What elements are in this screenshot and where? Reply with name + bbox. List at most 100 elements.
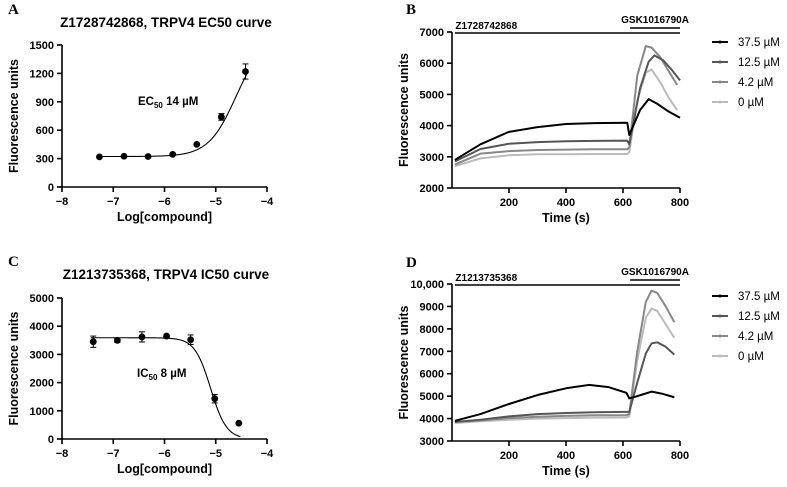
x-tick-label: 800 — [671, 450, 689, 462]
legend-marker — [718, 80, 722, 84]
x-tick-label: −5 — [209, 448, 222, 460]
fit-curve — [96, 73, 248, 158]
legend-label: 0 µM — [738, 97, 764, 109]
x-tick-label: 200 — [500, 197, 518, 209]
y-tick-label: 600 — [36, 125, 54, 137]
series-line — [454, 54, 681, 163]
y-axis-label: Fluorescence units — [7, 59, 21, 173]
x-axis-label: Time (s) — [542, 211, 590, 225]
x-tick-label: 800 — [671, 197, 689, 209]
potency-annotation: IC50 8 µM — [137, 368, 186, 382]
data-point — [163, 332, 170, 340]
x-tick-label: −7 — [107, 196, 120, 208]
y-tick-label: 5000 — [420, 391, 444, 403]
x-tick-label: −6 — [158, 196, 171, 208]
y-tick-label: 4000 — [420, 121, 444, 133]
legend-marker — [718, 60, 722, 64]
x-axis-label: Log[compound] — [117, 210, 212, 224]
panel-letter: D — [406, 255, 417, 271]
data-point — [169, 150, 177, 158]
y-tick-label: 900 — [36, 97, 54, 109]
x-tick-label: −4 — [261, 448, 274, 460]
x-tick-label: −5 — [209, 196, 222, 208]
data-point — [217, 113, 225, 121]
data-point — [89, 338, 97, 346]
y-tick-label: 4000 — [420, 414, 444, 426]
legend-label: 4.2 µM — [738, 77, 773, 89]
data-point — [113, 336, 121, 344]
data-point — [120, 152, 128, 160]
chart-title: Z1213735368, TRPV4 IC50 curve — [63, 267, 270, 282]
data-point — [144, 153, 152, 160]
legend-marker — [718, 40, 722, 44]
data-point — [96, 153, 103, 161]
panel-letter: B — [406, 2, 416, 18]
x-axis-label: Log[compound] — [117, 462, 212, 476]
panel-A: A Z1728742868, TRPV4 EC50 curve 0 300 600 900… — [7, 2, 274, 224]
y-tick-label: 3000 — [420, 436, 444, 448]
data-point — [242, 68, 249, 75]
series-line — [454, 45, 679, 166]
y-tick-label: 10,000 — [410, 279, 444, 291]
x-tick-label: −4 — [261, 196, 274, 208]
x-tick-label: 400 — [557, 450, 575, 462]
y-tick-label: 0 — [48, 182, 54, 194]
x-tick-label: −6 — [158, 448, 171, 460]
y-tick-label: 0 — [48, 434, 54, 446]
compound-label: Z1728742868 — [455, 21, 517, 32]
y-axis-label: Fluorescence units — [7, 311, 21, 425]
data-point — [235, 419, 243, 427]
series-line — [454, 307, 676, 425]
y-tick-label: 6000 — [420, 58, 444, 70]
x-tick-label: −8 — [56, 196, 69, 208]
data-point — [193, 141, 201, 148]
y-axis-label: Fluorescence units — [397, 53, 411, 167]
y-tick-label: 3000 — [30, 349, 54, 361]
series-line — [454, 98, 681, 161]
agonist-label: GSK1016790A — [621, 267, 689, 278]
legend-label: 4.2 µM — [738, 331, 773, 343]
x-tick-label: 600 — [614, 197, 632, 209]
panel-C: C Z1213735368, TRPV4 IC50 curve 0 1000 2000 3… — [7, 254, 274, 476]
series-line — [454, 68, 678, 168]
y-tick-label: 1200 — [30, 68, 54, 80]
legend-marker — [718, 294, 722, 298]
panel-D: D 3000 4000 5000 6000 7000 8000 9000 10,000 200 40… — [397, 255, 780, 478]
panel-letter: A — [8, 2, 19, 18]
agonist-label: GSK1016790A — [621, 15, 689, 26]
y-tick-label: 1000 — [30, 406, 54, 418]
legend-label: 37.5 µM — [738, 37, 780, 49]
panel-B: B 2000 3000 4000 5000 6000 7000 200 400 600 800 Tim… — [397, 2, 780, 225]
y-tick-label: 2000 — [30, 378, 54, 390]
fit-curve — [90, 337, 241, 438]
y-tick-label: 4000 — [30, 321, 54, 333]
legend-label: 12.5 µM — [738, 57, 780, 69]
y-tick-label: 7000 — [420, 346, 444, 358]
y-tick-label: 6000 — [420, 369, 444, 381]
legend-marker — [718, 314, 722, 318]
legend-marker — [718, 334, 722, 338]
y-axis-label: Fluorescence units — [397, 305, 411, 419]
chart-title: Z1728742868, TRPV4 EC50 curve — [60, 15, 272, 30]
legend-marker — [718, 100, 722, 104]
y-tick-label: 9000 — [420, 301, 444, 313]
x-tick-label: 200 — [500, 450, 518, 462]
series-line — [454, 383, 675, 422]
data-point — [138, 333, 146, 341]
compound-label: Z1213735368 — [455, 273, 517, 284]
legend-marker — [718, 354, 722, 358]
legend-label: 12.5 µM — [738, 311, 780, 323]
y-tick-label: 5000 — [30, 293, 54, 305]
panel-letter: C — [8, 254, 19, 270]
series-line — [454, 341, 675, 423]
legend-label: 37.5 µM — [738, 291, 780, 303]
potency-annotation: EC50 14 µM — [138, 96, 198, 110]
data-point — [187, 336, 195, 344]
y-tick-label: 8000 — [420, 324, 444, 336]
y-tick-label: 2000 — [420, 183, 444, 195]
legend-label: 0 µM — [738, 351, 764, 363]
x-axis-label: Time (s) — [542, 464, 590, 478]
y-tick-label: 3000 — [420, 152, 444, 164]
x-tick-label: −7 — [107, 448, 120, 460]
